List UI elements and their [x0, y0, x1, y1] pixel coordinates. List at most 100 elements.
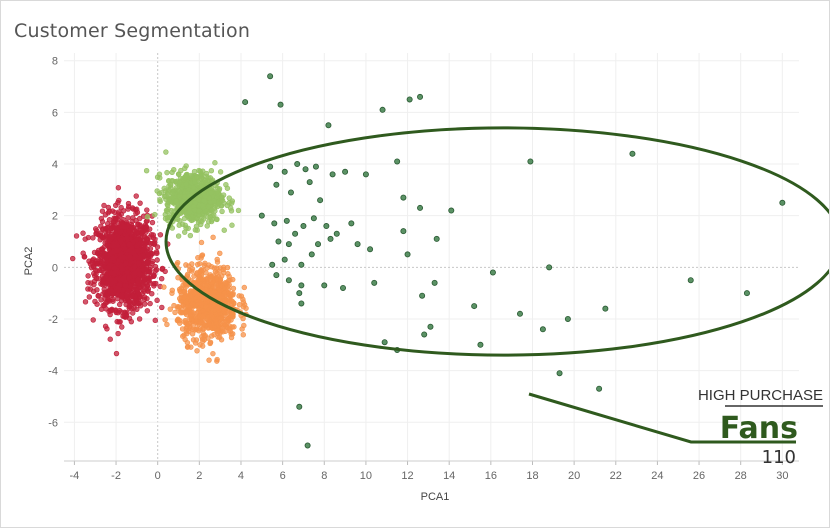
- data-point: [130, 310, 136, 316]
- data-point: [98, 223, 104, 229]
- y-tick-label: 0: [52, 262, 58, 274]
- data-point: [321, 282, 328, 289]
- data-point: [122, 245, 128, 252]
- data-point: [222, 297, 229, 304]
- data-point: [191, 179, 198, 185]
- data-point: [126, 241, 133, 247]
- data-point: [201, 262, 208, 268]
- data-point: [110, 233, 116, 240]
- data-point: [111, 265, 118, 271]
- data-point: [140, 286, 146, 293]
- data-point: [125, 200, 132, 207]
- data-point: [116, 307, 123, 314]
- data-point: [113, 226, 120, 232]
- data-point: [132, 270, 138, 276]
- data-point: [137, 222, 143, 228]
- x-tick-label: 10: [360, 470, 372, 482]
- data-point: [342, 168, 349, 175]
- data-point: [97, 267, 103, 274]
- data-point: [209, 213, 215, 219]
- data-point: [165, 206, 171, 213]
- data-point: [217, 169, 224, 175]
- data-point: [98, 259, 105, 265]
- data-point: [102, 228, 109, 235]
- data-point: [197, 168, 203, 175]
- data-point: [156, 190, 163, 197]
- data-point: [85, 273, 91, 279]
- data-point: [140, 279, 146, 286]
- data-point: [204, 223, 210, 229]
- data-point: [110, 298, 116, 304]
- data-point: [175, 305, 181, 311]
- data-point: [169, 225, 176, 231]
- data-point: [118, 204, 124, 211]
- data-point: [192, 200, 199, 206]
- x-tick-label: 24: [651, 470, 663, 482]
- data-point: [203, 282, 210, 288]
- data-point: [240, 304, 247, 310]
- data-point: [217, 287, 224, 294]
- data-point: [183, 181, 189, 187]
- data-point: [163, 149, 169, 155]
- x-tick-label: 16: [485, 470, 497, 482]
- data-point: [162, 317, 168, 323]
- data-point: [192, 227, 199, 233]
- data-point: [133, 210, 139, 217]
- data-point: [88, 280, 94, 286]
- data-point: [183, 328, 189, 334]
- data-point: [137, 254, 143, 261]
- y-tick-label: -4: [48, 366, 58, 378]
- data-point: [298, 300, 305, 307]
- data-point: [177, 218, 183, 224]
- x-tick-label: 30: [776, 470, 788, 482]
- data-point: [190, 322, 197, 328]
- data-point: [214, 358, 220, 364]
- data-point: [105, 264, 111, 271]
- data-point: [210, 234, 216, 241]
- data-point: [177, 179, 183, 185]
- data-point: [118, 294, 125, 300]
- data-point: [159, 304, 165, 311]
- data-point: [91, 270, 97, 277]
- highlight-ellipse: [164, 126, 829, 357]
- data-point: [208, 190, 214, 196]
- data-point: [130, 206, 136, 212]
- data-point: [200, 326, 207, 332]
- data-point: [157, 232, 164, 238]
- data-point: [258, 212, 265, 219]
- data-point: [82, 299, 89, 305]
- data-point: [144, 283, 151, 289]
- data-point: [184, 344, 191, 350]
- data-point: [106, 287, 113, 293]
- series-3: [242, 73, 786, 449]
- data-point: [194, 270, 200, 276]
- data-point: [546, 264, 553, 271]
- data-point: [242, 99, 249, 106]
- data-point: [123, 312, 129, 318]
- data-point: [238, 293, 245, 299]
- data-point: [123, 260, 129, 267]
- data-point: [134, 237, 140, 243]
- x-tick-label: 6: [280, 470, 286, 482]
- data-point: [193, 280, 199, 286]
- data-point: [104, 257, 110, 264]
- data-point: [199, 301, 205, 307]
- series-2: [161, 234, 249, 364]
- data-point: [300, 223, 307, 230]
- data-point: [226, 195, 232, 201]
- data-point: [221, 322, 228, 328]
- data-point: [298, 261, 305, 268]
- data-point: [310, 215, 317, 222]
- data-point: [95, 292, 101, 299]
- data-point: [164, 169, 170, 176]
- data-point: [367, 246, 374, 253]
- data-point: [119, 324, 125, 330]
- data-point: [99, 254, 105, 261]
- data-point: [114, 318, 120, 325]
- data-point: [308, 251, 315, 258]
- data-point: [325, 122, 332, 129]
- data-point: [115, 185, 122, 191]
- data-point: [182, 317, 188, 324]
- data-point: [206, 195, 212, 201]
